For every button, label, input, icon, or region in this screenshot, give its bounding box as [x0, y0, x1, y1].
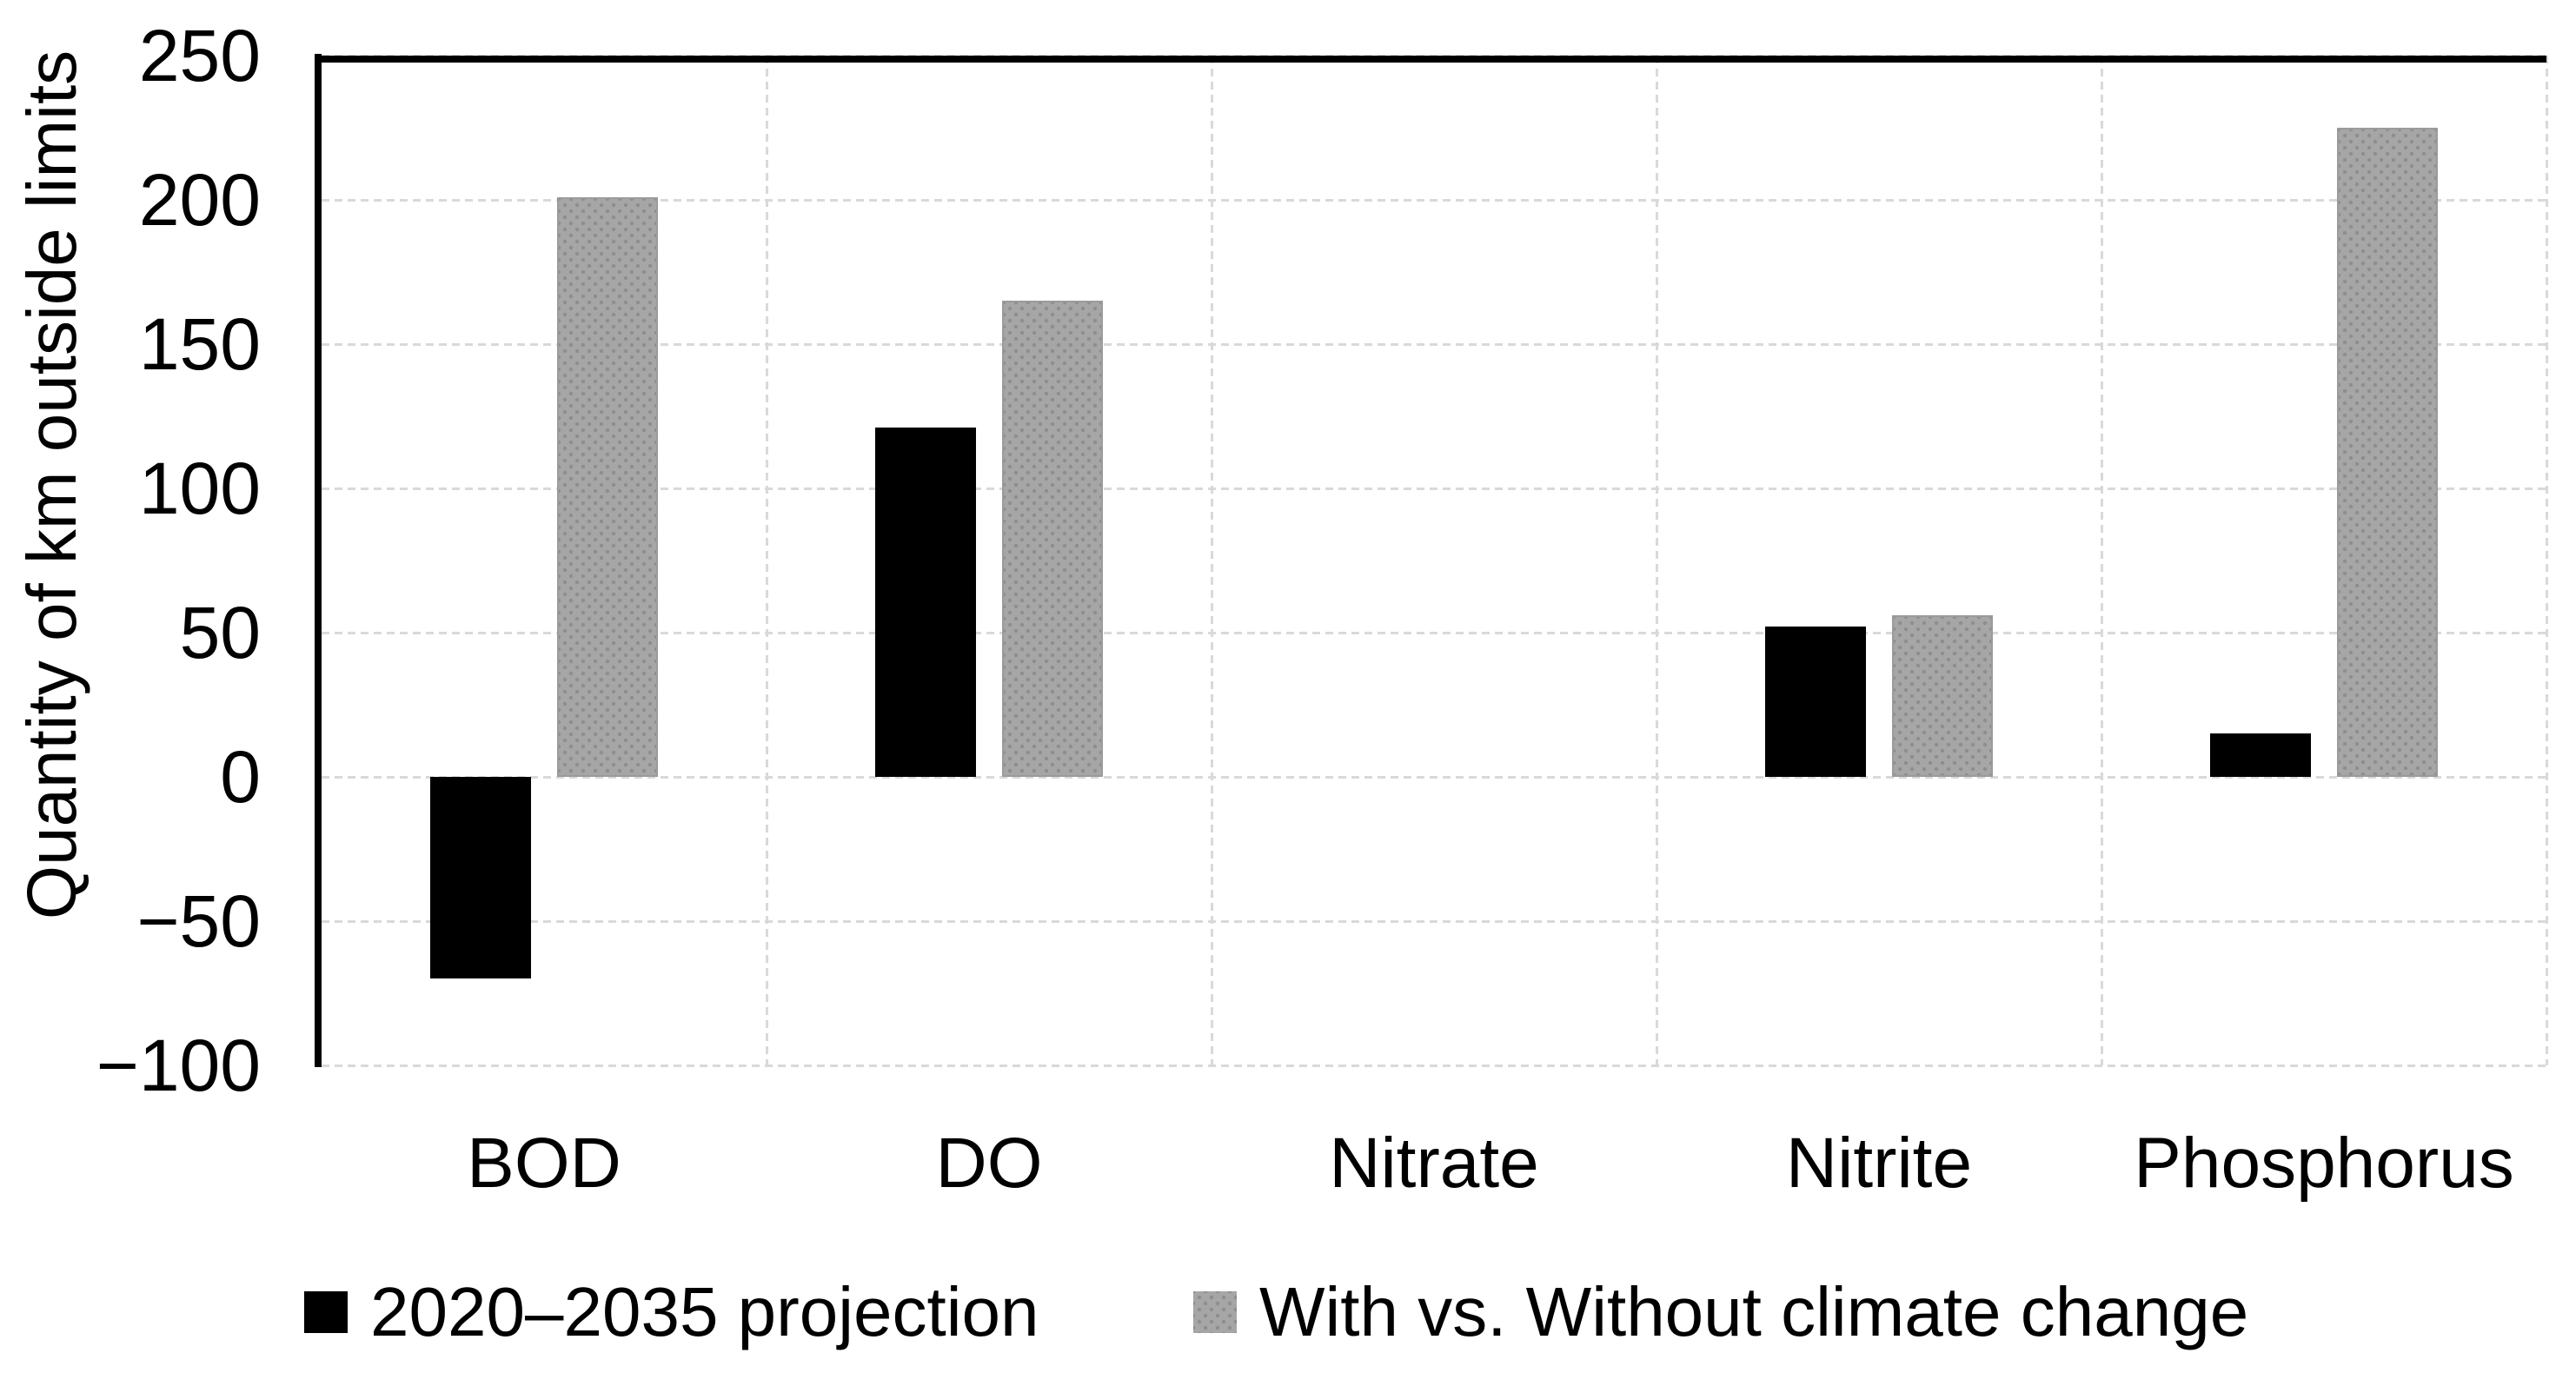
legend-swatch-series1 — [304, 1291, 348, 1333]
legend-label-series2: With vs. Without climate change — [1259, 1273, 2249, 1350]
legend-item-series2: With vs. Without climate change — [1193, 1276, 2248, 1349]
bar-bod-series2 — [557, 196, 658, 777]
h-gridline — [322, 775, 2546, 779]
bar-bod-series1 — [430, 777, 531, 979]
h-gridline — [322, 198, 2546, 202]
legend-label-series1: 2020–2035 projection — [370, 1273, 1039, 1350]
bar-do-series2 — [1002, 301, 1103, 777]
v-gridline — [765, 56, 768, 1065]
bar-phosphorus-series2 — [2337, 128, 2438, 777]
y-axis-line — [315, 54, 322, 1067]
y-tick-label: 150 — [138, 303, 261, 385]
x-category-label-do: DO — [935, 1124, 1043, 1203]
h-gridline — [322, 342, 2546, 346]
bar-phosphorus-series1 — [2210, 733, 2311, 777]
y-tick-label: 250 — [138, 15, 261, 96]
h-gridline — [322, 487, 2546, 490]
legend-item-series1: 2020–2035 projection — [304, 1276, 1039, 1349]
bar-do-series1 — [875, 428, 976, 777]
v-gridline — [1210, 56, 1213, 1065]
v-gridline — [1655, 56, 1658, 1065]
y-tick-label: −100 — [96, 1025, 261, 1106]
y-tick-label: 200 — [138, 159, 261, 241]
h-gridline — [322, 631, 2546, 634]
x-axis-zero-line — [315, 56, 2546, 63]
bar-nitrite-series1 — [1765, 627, 1866, 777]
y-tick-label: 0 — [220, 736, 261, 818]
plot-area — [315, 54, 2548, 1067]
y-tick-label: 100 — [138, 448, 261, 529]
legend-swatch-series2 — [1193, 1291, 1237, 1333]
y-tick-label: 50 — [179, 592, 261, 673]
v-gridline — [2545, 56, 2548, 1065]
x-category-label-bod: BOD — [467, 1124, 621, 1203]
v-gridline — [2100, 56, 2103, 1065]
x-category-label-nitrite: Nitrite — [1785, 1124, 1973, 1203]
y-tick-label: −50 — [136, 880, 262, 962]
x-category-label-nitrate: Nitrate — [1329, 1124, 1539, 1203]
h-gridline — [322, 919, 2546, 923]
h-gridline — [322, 1064, 2546, 1067]
bar-nitrite-series2 — [1892, 615, 1993, 777]
x-category-label-phosphorus: Phosphorus — [2134, 1124, 2514, 1203]
